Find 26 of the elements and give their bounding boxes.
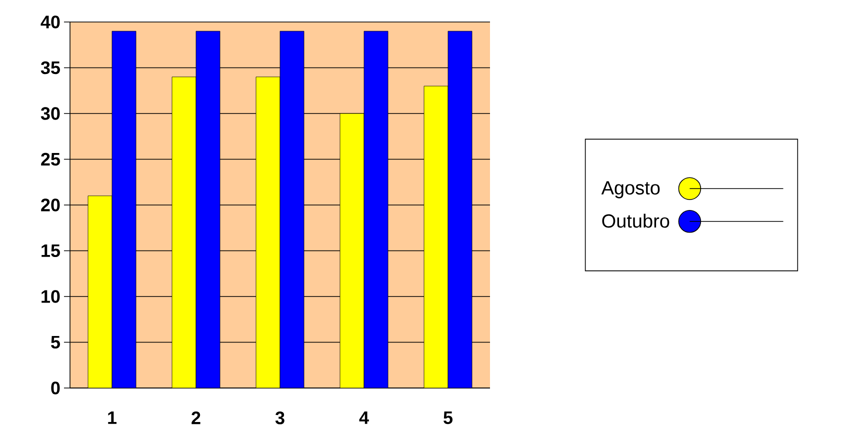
bar: [172, 76, 196, 388]
x-tick-label: 5: [444, 412, 453, 424]
x-tick-label: 3: [275, 412, 284, 424]
y-tick-label: 35: [40, 61, 60, 74]
y-tick-label: 10: [42, 290, 60, 303]
bar: [340, 113, 364, 388]
bar: [256, 76, 280, 388]
x-tick-label: 4: [359, 412, 369, 424]
legend-label: Agosto: [601, 181, 660, 198]
bar: [112, 30, 136, 388]
bar: [448, 30, 472, 388]
bar: [364, 30, 388, 388]
bar: [88, 196, 112, 388]
bar: [280, 30, 304, 388]
bar: [424, 86, 448, 388]
y-tick-label: 15: [42, 244, 60, 258]
y-tick-label: 0: [51, 382, 60, 394]
y-tick-label: 30: [40, 107, 60, 120]
y-tick-label: 5: [51, 336, 60, 349]
bar: [196, 30, 220, 388]
y-tick-label: 20: [41, 198, 60, 212]
y-tick-label: 40: [40, 16, 60, 28]
x-tick-label: 2: [192, 412, 200, 424]
legend-label: Outubro: [602, 214, 670, 228]
y-tick-label: 25: [41, 152, 60, 166]
x-tick-label: 1: [108, 412, 117, 424]
